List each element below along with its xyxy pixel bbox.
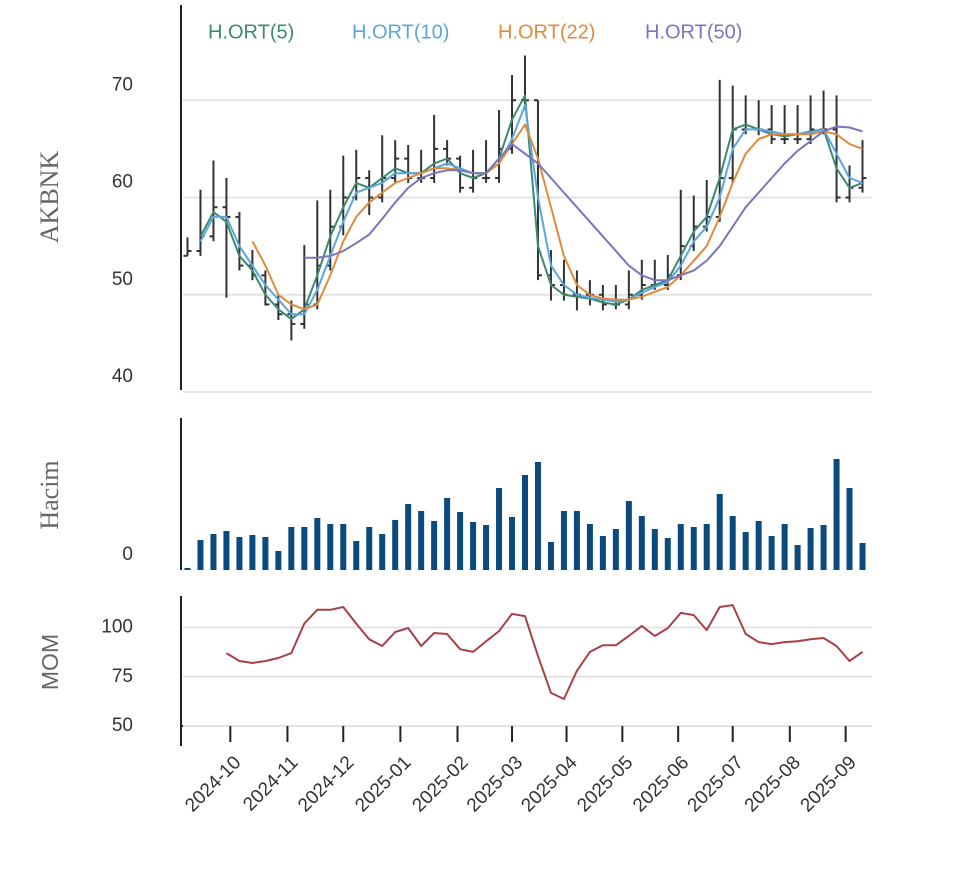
bar	[327, 524, 334, 570]
y-tick-label: 50	[112, 715, 133, 736]
x-tick-label: 2024-10	[181, 752, 245, 816]
line	[199, 104, 863, 316]
legend-label: H.ORT(5)	[208, 21, 294, 43]
line	[225, 604, 864, 700]
bar	[612, 529, 619, 570]
bar	[483, 525, 490, 570]
bar	[275, 551, 282, 570]
bar	[288, 527, 295, 570]
x-tick-label: 2024-12	[294, 752, 358, 816]
bar	[833, 459, 840, 570]
bar	[703, 524, 710, 570]
bar	[820, 525, 827, 570]
bar	[651, 529, 658, 570]
bar	[405, 504, 412, 570]
bar	[846, 488, 853, 570]
bar	[586, 524, 593, 570]
bar	[677, 524, 684, 570]
bar	[522, 475, 528, 570]
bar	[444, 498, 451, 570]
y-tick-label: 60	[112, 172, 133, 193]
y-tick-label: 0	[122, 544, 133, 565]
bar	[184, 568, 191, 570]
bar	[781, 524, 788, 570]
bar	[794, 545, 801, 570]
bar	[197, 540, 204, 570]
bar	[755, 521, 762, 570]
line	[199, 94, 863, 321]
legend-label: H.ORT(10)	[352, 21, 449, 43]
y-axis-title: Hacim	[35, 460, 64, 529]
bar	[638, 516, 645, 570]
y-tick-label: 75	[112, 666, 133, 687]
x-tick-label: 2025-03	[463, 752, 527, 816]
bar	[729, 516, 736, 570]
y-tick-label: 50	[112, 269, 133, 290]
bar	[340, 524, 347, 570]
line	[304, 125, 863, 282]
bar	[547, 542, 554, 570]
bar	[560, 511, 567, 570]
bar	[599, 536, 606, 570]
y-tick-label: 100	[101, 617, 133, 638]
y-tick-label: 70	[112, 74, 133, 95]
bar	[353, 541, 360, 570]
y-tick-label: 40	[112, 366, 133, 387]
bar	[768, 536, 775, 570]
bar	[457, 512, 464, 570]
bar	[664, 538, 671, 570]
legend-label: H.ORT(50)	[645, 21, 742, 43]
x-tick-label: 2025-05	[573, 752, 637, 816]
bar	[210, 534, 217, 570]
bar	[859, 543, 866, 570]
x-tick-label: 2025-07	[684, 752, 748, 816]
x-tick-label: 2025-04	[517, 752, 581, 816]
bar	[418, 511, 425, 570]
bar	[249, 535, 256, 570]
x-tick-label: 2025-08	[741, 752, 805, 816]
bar	[742, 532, 749, 570]
bar	[496, 488, 503, 570]
x-tick-label: 2024-11	[239, 752, 302, 815]
bar	[392, 520, 399, 570]
bar	[301, 527, 308, 570]
bar	[716, 494, 723, 570]
bar	[509, 517, 516, 570]
bar	[534, 462, 541, 570]
bar	[625, 501, 632, 570]
bar	[690, 527, 697, 570]
y-axis-title: MOM	[37, 634, 63, 690]
x-tick-label: 2025-02	[408, 752, 472, 816]
bar	[223, 531, 230, 570]
y-axis-title: AKBNK	[35, 151, 64, 244]
line	[251, 123, 863, 311]
bar	[262, 537, 269, 570]
x-tick-label: 2025-06	[629, 752, 693, 816]
bar	[366, 527, 373, 570]
x-tick-label: 2025-01	[351, 752, 415, 816]
bar	[236, 537, 243, 570]
bar	[573, 511, 580, 570]
bar	[470, 522, 477, 570]
bar	[379, 534, 386, 570]
legend-label: H.ORT(22)	[498, 21, 595, 43]
x-tick-label: 2025-09	[797, 752, 861, 816]
bar	[807, 528, 814, 570]
bar	[314, 518, 321, 570]
bar	[431, 521, 438, 570]
